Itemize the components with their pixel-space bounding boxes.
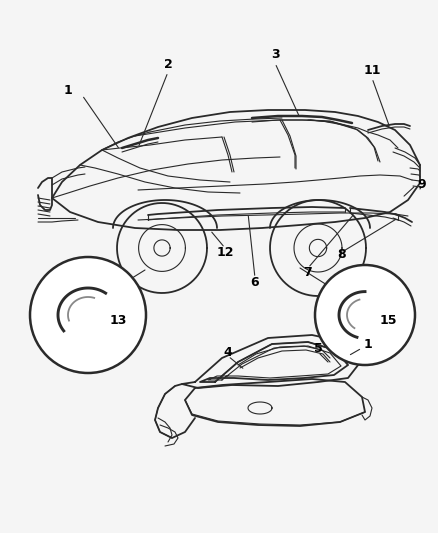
Text: 1: 1 bbox=[364, 337, 372, 351]
Text: 9: 9 bbox=[418, 179, 426, 191]
Text: 13: 13 bbox=[110, 313, 127, 327]
Circle shape bbox=[30, 257, 146, 373]
Text: 8: 8 bbox=[338, 248, 346, 262]
Text: 3: 3 bbox=[271, 49, 279, 61]
Text: 1: 1 bbox=[64, 84, 72, 96]
Text: 2: 2 bbox=[164, 59, 173, 71]
Text: 5: 5 bbox=[314, 342, 322, 354]
Text: 4: 4 bbox=[224, 345, 233, 359]
Text: 6: 6 bbox=[251, 276, 259, 288]
Text: 15: 15 bbox=[379, 313, 397, 327]
Text: 7: 7 bbox=[304, 265, 312, 279]
Text: 12: 12 bbox=[216, 246, 234, 259]
Circle shape bbox=[315, 265, 415, 365]
Text: 11: 11 bbox=[363, 63, 381, 77]
